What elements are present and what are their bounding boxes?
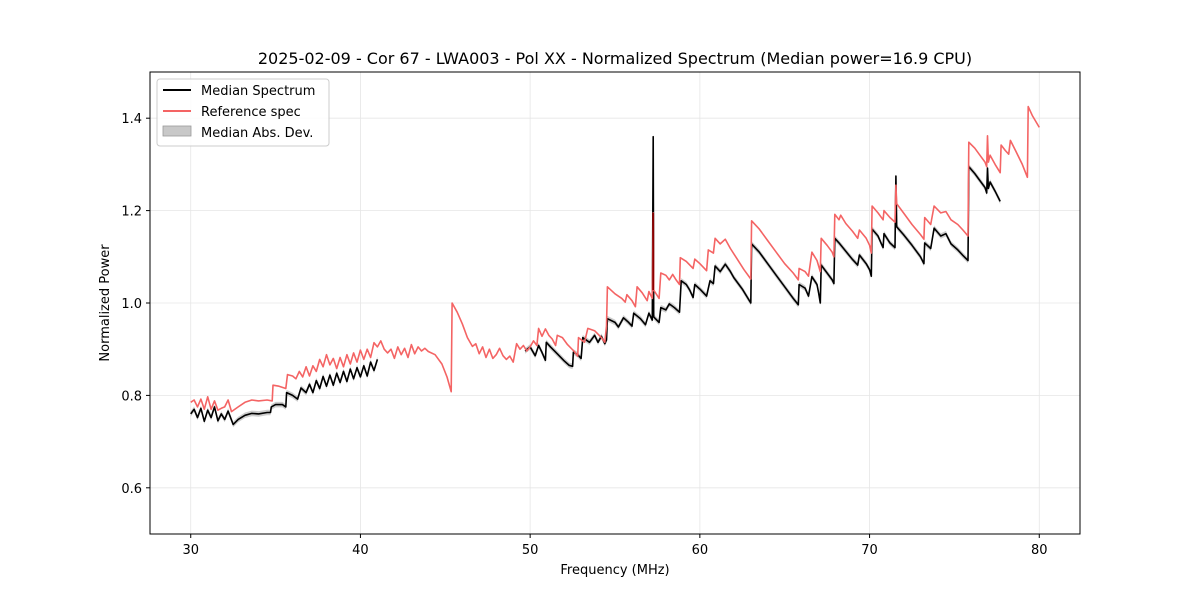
y-tick-label: 0.6	[121, 482, 142, 497]
x-tick-label: 70	[861, 543, 878, 558]
x-tick-label: 50	[522, 543, 539, 558]
y-tick-label: 1.4	[121, 112, 142, 127]
y-axis-label: Normalized Power	[98, 244, 113, 362]
legend-median-label: Median Spectrum	[201, 84, 315, 99]
grid	[150, 72, 1080, 534]
y-tick-label: 1.0	[121, 297, 142, 312]
chart-title: 2025-02-09 - Cor 67 - LWA003 - Pol XX - …	[258, 49, 972, 68]
x-axis-label: Frequency (MHz)	[560, 563, 669, 578]
legend-reference-label: Reference spec	[201, 105, 301, 120]
y-tick-label: 1.2	[121, 205, 142, 220]
series-layer	[190, 105, 1040, 426]
y-tick-label: 0.8	[121, 389, 142, 404]
x-tick-label: 30	[182, 543, 199, 558]
x-tick-label: 40	[352, 543, 369, 558]
median-spectrum-line	[190, 359, 379, 426]
legend-mad-swatch	[162, 125, 192, 137]
legend-box	[156, 78, 330, 147]
reference-spectrum-line	[190, 105, 1040, 413]
axis-ticks: 30 40 50 60 70 80 0.6 0.8 1.0 1.2 1.4	[121, 112, 1047, 558]
x-tick-label: 80	[1031, 543, 1048, 558]
legend: Median Spectrum Reference spec Median Ab…	[156, 78, 330, 147]
legend-mad-label: Median Abs. Dev.	[201, 126, 313, 141]
x-tick-label: 60	[692, 543, 709, 558]
